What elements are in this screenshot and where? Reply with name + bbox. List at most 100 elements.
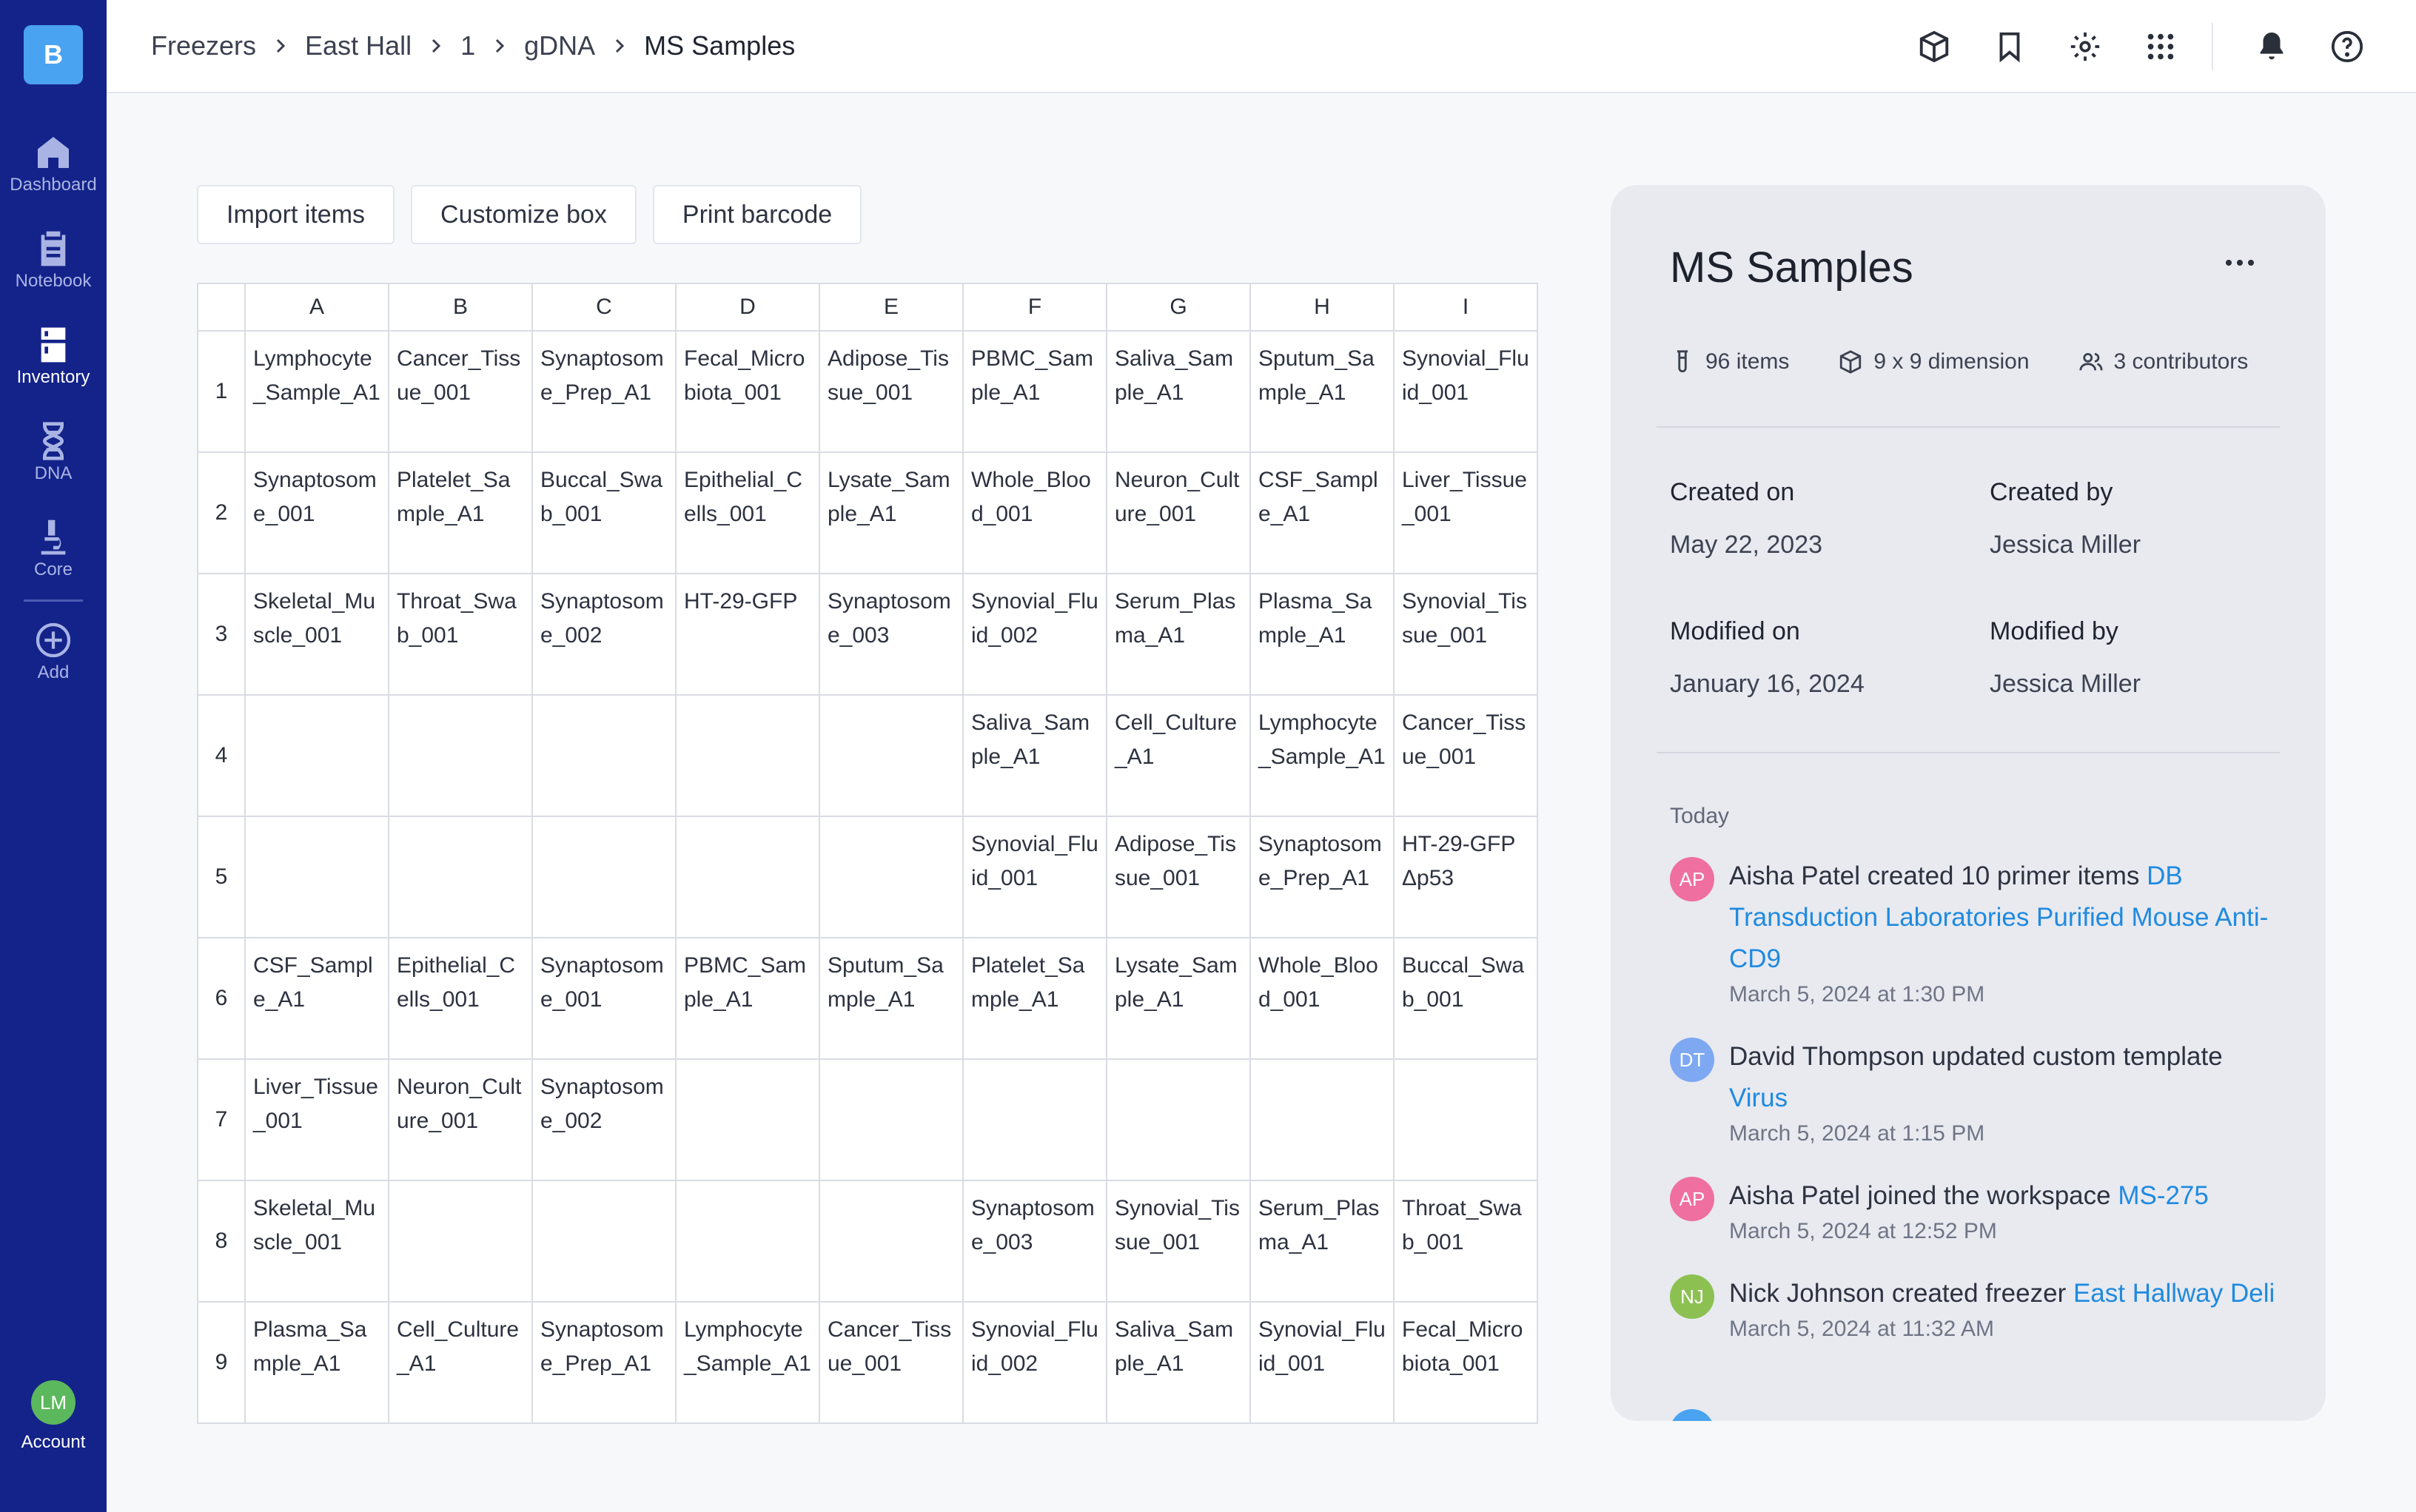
grid-cell[interactable]: PBMC_Sample_A1 [962, 330, 1107, 453]
grid-cell[interactable]: Synaptosome_Prep_A1 [531, 330, 677, 453]
grid-cell-empty[interactable] [531, 694, 677, 817]
grid-cell[interactable]: Cancer_Tissue_001 [1393, 694, 1538, 817]
grid-cell[interactable]: Liver_Tissue_001 [1393, 451, 1538, 574]
activity-link[interactable]: MS-275 [2118, 1181, 2209, 1210]
grid-cell[interactable]: Cancer_Tissue_001 [388, 330, 533, 453]
customize-box-button[interactable]: Customize box [411, 185, 637, 244]
grid-cell[interactable]: HT-29-GFP [675, 573, 820, 696]
grid-cell-empty[interactable] [819, 1058, 964, 1181]
grid-cell[interactable]: Lymphocyte_Sample_A1 [244, 330, 389, 453]
grid-cell[interactable]: Synovial_Fluid_001 [1393, 330, 1538, 453]
grid-cell[interactable]: Lymphocyte_Sample_A1 [675, 1301, 820, 1424]
grid-cell[interactable]: Epithelial_Cells_001 [388, 937, 533, 1060]
grid-cell-empty[interactable] [675, 1180, 820, 1303]
breadcrumb-item-gdna[interactable]: gDNA [524, 30, 596, 61]
grid-cell[interactable]: Neuron_Culture_001 [1106, 451, 1251, 574]
grid-cell-empty[interactable] [962, 1058, 1107, 1181]
grid-cell[interactable]: Synaptosome_001 [531, 937, 677, 1060]
grid-cell-empty[interactable] [675, 816, 820, 938]
grid-cell[interactable]: Sputum_Sample_A1 [1249, 330, 1395, 453]
import-items-button[interactable]: Import items [197, 185, 395, 244]
grid-cell[interactable]: CSF_Sample_A1 [244, 937, 389, 1060]
grid-cell[interactable]: Epithelial_Cells_001 [675, 451, 820, 574]
grid-cell[interactable]: CSF_Sample_A1 [1249, 451, 1395, 574]
sidebar-item-dashboard[interactable]: Dashboard [0, 121, 107, 195]
grid-cell-empty[interactable] [244, 694, 389, 817]
activity-link[interactable]: East Hallway Deli [2073, 1279, 2275, 1308]
grid-cell-empty[interactable] [244, 816, 389, 938]
grid-cell[interactable]: Throat_Swab_001 [388, 573, 533, 696]
app-logo[interactable]: B [24, 25, 83, 84]
grid-cell[interactable]: Platelet_Sample_A1 [962, 937, 1107, 1060]
grid-cell[interactable]: Synovial_Fluid_002 [962, 1301, 1107, 1424]
sidebar-item-dna[interactable]: DNA [0, 410, 107, 484]
grid-cell-empty[interactable] [1249, 1058, 1395, 1181]
grid-cell[interactable]: Fecal_Microbiota_001 [675, 330, 820, 453]
sidebar-item-inventory[interactable]: Inventory [0, 314, 107, 388]
grid-cell[interactable]: Synovial_Fluid_001 [1249, 1301, 1395, 1424]
grid-cell[interactable]: Buccal_Swab_001 [1393, 937, 1538, 1060]
bell-icon[interactable] [2255, 30, 2289, 64]
grid-cell[interactable]: Synovial_Tissue_001 [1393, 573, 1538, 696]
grid-cell-empty[interactable] [675, 1058, 820, 1181]
grid-cell-empty[interactable] [819, 694, 964, 817]
activity-link[interactable]: DB Transduction Laboratories Purified Mo… [1729, 861, 2269, 973]
grid-cell[interactable]: Synovial_Tissue_001 [1106, 1180, 1251, 1303]
grid-cell[interactable]: Synaptosome_Prep_A1 [1249, 816, 1395, 938]
grid-cell-empty[interactable] [819, 1180, 964, 1303]
grid-cell-empty[interactable] [819, 816, 964, 938]
grid-cell[interactable]: Buccal_Swab_001 [531, 451, 677, 574]
gear-icon[interactable] [2068, 30, 2102, 64]
grid-cell[interactable]: Liver_Tissue_001 [244, 1058, 389, 1181]
grid-cell-empty[interactable] [388, 816, 533, 938]
grid-cell[interactable]: Cell_Culture_A1 [1106, 694, 1251, 817]
grid-cell[interactable]: Lymphocyte_Sample_A1 [1249, 694, 1395, 817]
activity-link[interactable]: Virus [1729, 1083, 1788, 1112]
grid-cell[interactable]: Platelet_Sample_A1 [388, 451, 533, 574]
grid-cell-empty[interactable] [531, 1180, 677, 1303]
sidebar-item-core[interactable]: Core [0, 506, 107, 580]
grid-cell[interactable]: Serum_Plasma_A1 [1106, 573, 1251, 696]
breadcrumb-item-east-hall[interactable]: East Hall [305, 30, 412, 61]
grid-cell[interactable]: Skeletal_Muscle_001 [244, 1180, 389, 1303]
grid-cell[interactable]: Synaptosome_002 [531, 573, 677, 696]
grid-cell-empty[interactable] [388, 694, 533, 817]
sidebar-item-notebook[interactable]: Notebook [0, 218, 107, 292]
grid-cell-empty[interactable] [531, 816, 677, 938]
apps-grid-icon[interactable] [2144, 30, 2178, 64]
grid-cell[interactable]: Saliva_Sample_A1 [1106, 330, 1251, 453]
grid-cell[interactable]: Synaptosome_002 [531, 1058, 677, 1181]
bookmark-icon[interactable] [1993, 30, 2027, 64]
grid-cell[interactable]: Cancer_Tissue_001 [819, 1301, 964, 1424]
grid-cell[interactable]: Serum_Plasma_A1 [1249, 1180, 1395, 1303]
grid-cell[interactable]: Saliva_Sample_A1 [1106, 1301, 1251, 1424]
grid-cell[interactable]: Lysate_Sample_A1 [819, 451, 964, 574]
grid-cell[interactable]: Saliva_Sample_A1 [962, 694, 1107, 817]
grid-cell[interactable]: Synovial_Fluid_001 [962, 816, 1107, 938]
sidebar-item-add[interactable]: Add [0, 619, 107, 683]
grid-cell[interactable]: HT-29-GFP Δp53 [1393, 816, 1538, 938]
box-icon[interactable] [1917, 30, 1951, 64]
grid-cell[interactable]: Sputum_Sample_A1 [819, 937, 964, 1060]
help-icon[interactable] [2330, 30, 2364, 64]
grid-cell[interactable]: Plasma_Sample_A1 [244, 1301, 389, 1424]
grid-cell[interactable]: Neuron_Culture_001 [388, 1058, 533, 1181]
grid-cell[interactable]: Adipose_Tissue_001 [819, 330, 964, 453]
grid-cell[interactable]: Plasma_Sample_A1 [1249, 573, 1395, 696]
sidebar-account[interactable]: LM Account [21, 1380, 85, 1453]
grid-cell[interactable]: Synaptosome_003 [962, 1180, 1107, 1303]
grid-cell[interactable]: Whole_Blood_001 [1249, 937, 1395, 1060]
grid-cell[interactable]: Synaptosome_001 [244, 451, 389, 574]
grid-cell[interactable]: PBMC_Sample_A1 [675, 937, 820, 1060]
breadcrumb-item-freezers[interactable]: Freezers [151, 30, 257, 61]
grid-cell[interactable]: Synovial_Fluid_002 [962, 573, 1107, 696]
grid-cell[interactable]: Throat_Swab_001 [1393, 1180, 1538, 1303]
grid-cell[interactable]: Skeletal_Muscle_001 [244, 573, 389, 696]
grid-cell-empty[interactable] [388, 1180, 533, 1303]
print-barcode-button[interactable]: Print barcode [652, 185, 862, 244]
grid-cell[interactable]: Lysate_Sample_A1 [1106, 937, 1251, 1060]
grid-cell[interactable]: Cell_Culture_A1 [388, 1301, 533, 1424]
grid-cell[interactable]: Fecal_Microbiota_001 [1393, 1301, 1538, 1424]
breadcrumb-item-1[interactable]: 1 [460, 30, 476, 61]
grid-cell[interactable]: Synaptosome_Prep_A1 [531, 1301, 677, 1424]
